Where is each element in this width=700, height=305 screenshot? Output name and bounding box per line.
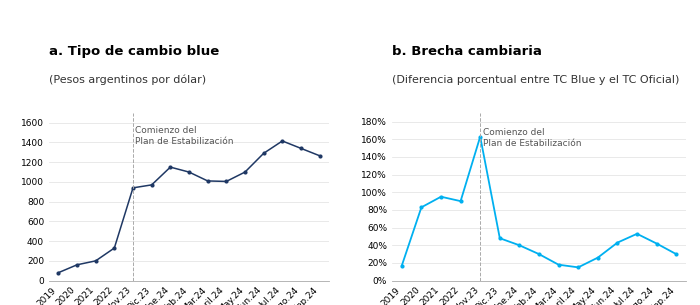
Text: Comienzo del
Plan de Estabilización: Comienzo del Plan de Estabilización — [135, 126, 234, 146]
Text: (Pesos argentinos por dólar): (Pesos argentinos por dólar) — [49, 75, 206, 85]
Text: a. Tipo de cambio blue: a. Tipo de cambio blue — [49, 45, 219, 58]
Text: b. Brecha cambiaria: b. Brecha cambiaria — [392, 45, 542, 58]
Text: Comienzo del
Plan de Estabilización: Comienzo del Plan de Estabilización — [482, 128, 581, 148]
Text: (Diferencia porcentual entre TC Blue y el TC Oficial): (Diferencia porcentual entre TC Blue y e… — [392, 75, 680, 85]
